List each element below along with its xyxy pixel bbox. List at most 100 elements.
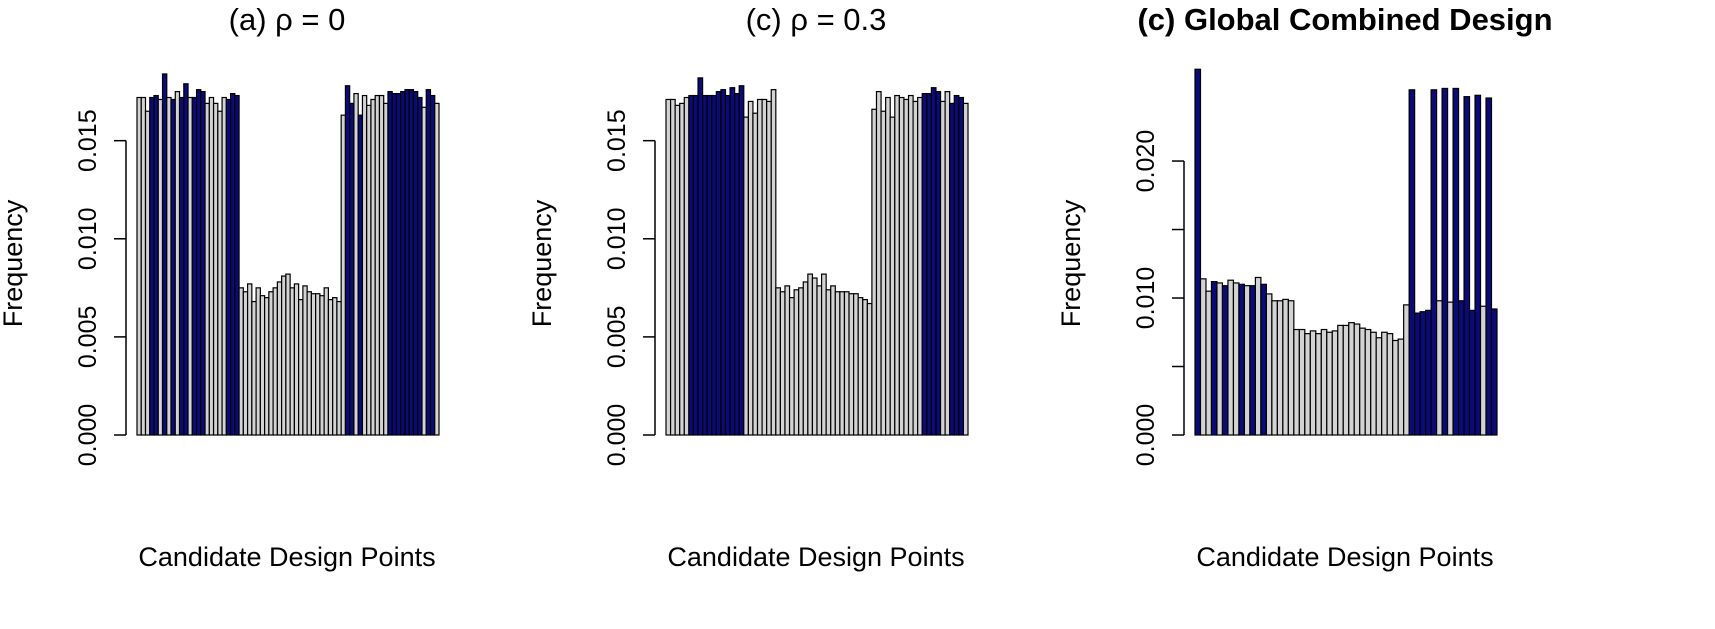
bar <box>378 94 385 436</box>
bar <box>285 273 291 436</box>
bar <box>374 94 381 436</box>
bar <box>306 291 312 436</box>
bar <box>264 297 270 436</box>
bar <box>706 94 713 436</box>
y-tick-label: 0.000 <box>1132 404 1160 467</box>
bar <box>830 285 836 436</box>
bar <box>204 102 210 436</box>
bar <box>692 94 699 436</box>
bar <box>885 96 891 436</box>
x-axis-label: Candidate Design Points <box>667 542 964 572</box>
y-tick-label: 0.015 <box>603 109 631 172</box>
bar <box>340 114 347 436</box>
bar <box>843 291 850 436</box>
bar <box>802 281 809 436</box>
bar <box>344 85 351 436</box>
bar <box>234 94 240 436</box>
bar <box>743 116 749 436</box>
bar <box>353 92 359 436</box>
bar <box>816 285 823 436</box>
bar <box>912 100 919 436</box>
bar <box>1408 89 1416 436</box>
bar <box>302 285 308 436</box>
bar <box>669 98 676 436</box>
bar <box>734 92 740 436</box>
bar <box>1320 328 1328 436</box>
y-axis-label: Frequency <box>1056 199 1086 327</box>
bar <box>1276 300 1284 436</box>
bar <box>761 98 768 436</box>
bar <box>1260 283 1267 436</box>
bar <box>166 96 172 436</box>
bar <box>889 116 896 436</box>
bar <box>839 291 846 436</box>
chart-panel-2: (c) ρ = 0.3 Candidate Design Points Freque… <box>527 2 969 572</box>
bar <box>917 96 923 436</box>
bar <box>848 293 855 436</box>
bar <box>276 281 283 436</box>
bar <box>315 293 321 436</box>
bar <box>1463 96 1471 436</box>
bar <box>259 295 266 436</box>
bar <box>697 77 704 436</box>
bar <box>272 287 278 436</box>
bar <box>1287 300 1295 436</box>
bar <box>793 289 800 436</box>
bar <box>1441 87 1449 436</box>
bar <box>1221 285 1229 436</box>
bar <box>161 73 168 436</box>
y-tick-label: 0.010 <box>74 208 102 271</box>
bar <box>387 91 393 436</box>
bar <box>1490 308 1498 436</box>
bar <box>255 287 261 436</box>
bar <box>1210 280 1218 436</box>
bar <box>1375 337 1383 436</box>
bar <box>1430 89 1438 436</box>
bar <box>361 94 368 436</box>
bar <box>1359 327 1366 436</box>
bar <box>1370 331 1377 436</box>
bar <box>429 94 436 436</box>
bar <box>229 92 236 436</box>
bar <box>683 96 690 436</box>
bar <box>720 89 727 436</box>
bar <box>1342 324 1350 436</box>
bar <box>1315 333 1322 436</box>
bar <box>174 91 181 436</box>
bar <box>820 273 827 436</box>
bar <box>281 275 287 436</box>
bar <box>268 291 274 436</box>
bar <box>939 100 946 436</box>
bar <box>1348 322 1355 436</box>
bar <box>1243 285 1251 436</box>
y-tick-label: 0.000 <box>74 404 102 467</box>
bar <box>949 102 955 436</box>
bar <box>688 94 695 436</box>
bar <box>1298 328 1306 436</box>
bar <box>811 277 818 436</box>
bar <box>251 300 257 436</box>
bar <box>798 287 804 436</box>
bar <box>383 102 389 436</box>
bar <box>766 100 772 436</box>
bar <box>747 100 754 436</box>
bar <box>417 96 423 436</box>
bar <box>140 96 147 436</box>
bar <box>1474 94 1482 436</box>
bar <box>336 300 342 436</box>
y-tick-label: 0.010 <box>603 208 631 271</box>
bar <box>183 83 189 436</box>
bar <box>310 293 317 436</box>
bar <box>1397 338 1405 436</box>
bar <box>907 94 914 436</box>
bar <box>212 102 219 436</box>
bar <box>679 102 685 436</box>
bar <box>1446 301 1454 436</box>
bar <box>191 96 198 436</box>
bar <box>157 98 164 436</box>
bar <box>1271 300 1278 436</box>
bar <box>665 98 672 436</box>
chart-title: (a) ρ = 0 <box>229 2 346 37</box>
chart-title: (c) ρ = 0.3 <box>746 2 887 37</box>
bar <box>404 89 410 436</box>
